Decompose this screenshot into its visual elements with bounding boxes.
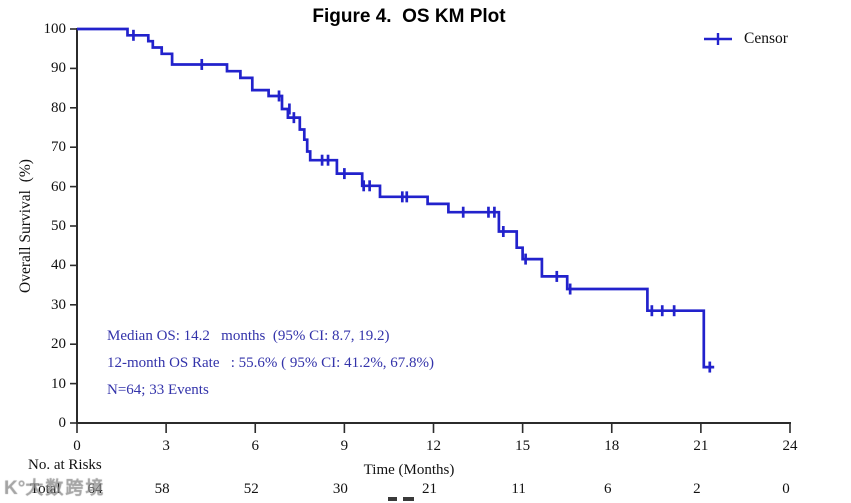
annotation-12m-rate: 12-month OS Rate : 55.6% ( 95% CI: 41.2%… <box>107 355 435 371</box>
annotation-n-events: N=64; 33 Events <box>107 382 209 398</box>
cropped-text-fragment <box>388 497 397 501</box>
watermark-text: 大数跨境 <box>25 478 106 498</box>
risk-value: 30 <box>332 481 348 497</box>
legend-label: Censor <box>744 30 788 47</box>
x-tick-label: 18 <box>604 438 620 454</box>
y-tick-label: 80 <box>51 99 66 116</box>
x-tick-label: 0 <box>73 438 81 454</box>
x-tick-label: 6 <box>251 438 260 454</box>
x-tick-label: 12 <box>426 438 441 454</box>
risk-value: 58 <box>154 481 170 497</box>
risk-value: 0 <box>782 481 790 497</box>
risk-row-label: Total <box>30 481 61 497</box>
y-tick-label: 30 <box>51 296 66 313</box>
annotation-median-os: Median OS: 14.2 months (95% CI: 8.7, 19.… <box>107 328 390 344</box>
x-axis-title: Time (Months) <box>363 462 455 478</box>
risk-value: 52 <box>243 481 259 497</box>
censor-marker-icon <box>704 33 732 45</box>
y-tick-label: 40 <box>51 257 66 274</box>
y-tick-label: 70 <box>51 139 66 156</box>
legend: Censor <box>703 30 788 48</box>
risk-value: 21 <box>422 481 437 497</box>
risk-table-heading: No. at Risks <box>28 457 102 473</box>
y-tick-label: 100 <box>43 21 67 37</box>
y-tick-label: 60 <box>51 178 66 195</box>
x-tick-label: 3 <box>162 438 170 454</box>
cropped-text-fragment <box>403 497 414 501</box>
risk-value: 64 <box>87 481 103 497</box>
watermark: K°大数跨境 <box>4 474 105 500</box>
watermark-logo: K° <box>4 478 26 499</box>
x-tick-label: 9 <box>340 438 349 454</box>
chart-title: Figure 4. OS KM Plot <box>312 6 506 27</box>
risk-value: 11 <box>511 481 526 497</box>
y-tick-label: 0 <box>58 415 67 431</box>
km-survival-curve <box>77 27 715 369</box>
y-tick-label: 50 <box>51 218 66 234</box>
y-tick-label: 90 <box>51 60 66 77</box>
risk-value: 2 <box>693 481 701 497</box>
y-tick-label: 10 <box>51 375 66 392</box>
x-tick-label: 21 <box>693 438 709 454</box>
x-tick-label: 15 <box>515 438 531 454</box>
x-tick-label: 24 <box>782 438 798 454</box>
y-tick-label: 20 <box>51 336 66 353</box>
risk-value: 6 <box>604 481 612 497</box>
